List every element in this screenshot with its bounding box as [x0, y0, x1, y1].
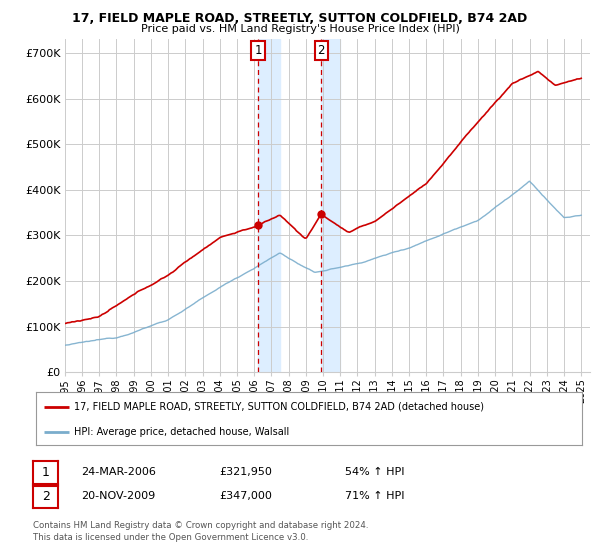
- Bar: [321, 39, 340, 372]
- Text: Contains HM Land Registry data © Crown copyright and database right 2024.: Contains HM Land Registry data © Crown c…: [33, 521, 368, 530]
- Text: This data is licensed under the Open Government Licence v3.0.: This data is licensed under the Open Gov…: [33, 533, 308, 542]
- Text: Price paid vs. HM Land Registry's House Price Index (HPI): Price paid vs. HM Land Registry's House …: [140, 24, 460, 34]
- Text: 2: 2: [41, 490, 50, 503]
- Text: 17, FIELD MAPLE ROAD, STREETLY, SUTTON COLDFIELD, B74 2AD: 17, FIELD MAPLE ROAD, STREETLY, SUTTON C…: [73, 12, 527, 25]
- Text: 24-MAR-2006: 24-MAR-2006: [81, 466, 156, 477]
- Text: 17, FIELD MAPLE ROAD, STREETLY, SUTTON COLDFIELD, B74 2AD (detached house): 17, FIELD MAPLE ROAD, STREETLY, SUTTON C…: [74, 402, 484, 412]
- Bar: [258, 39, 280, 372]
- Text: 71% ↑ HPI: 71% ↑ HPI: [345, 491, 404, 501]
- Text: £321,950: £321,950: [219, 466, 272, 477]
- Text: 20-NOV-2009: 20-NOV-2009: [81, 491, 155, 501]
- Text: £347,000: £347,000: [219, 491, 272, 501]
- Text: 2: 2: [317, 44, 325, 57]
- Text: HPI: Average price, detached house, Walsall: HPI: Average price, detached house, Wals…: [74, 427, 289, 437]
- Text: 1: 1: [41, 466, 50, 479]
- Text: 54% ↑ HPI: 54% ↑ HPI: [345, 466, 404, 477]
- Text: 1: 1: [254, 44, 262, 57]
